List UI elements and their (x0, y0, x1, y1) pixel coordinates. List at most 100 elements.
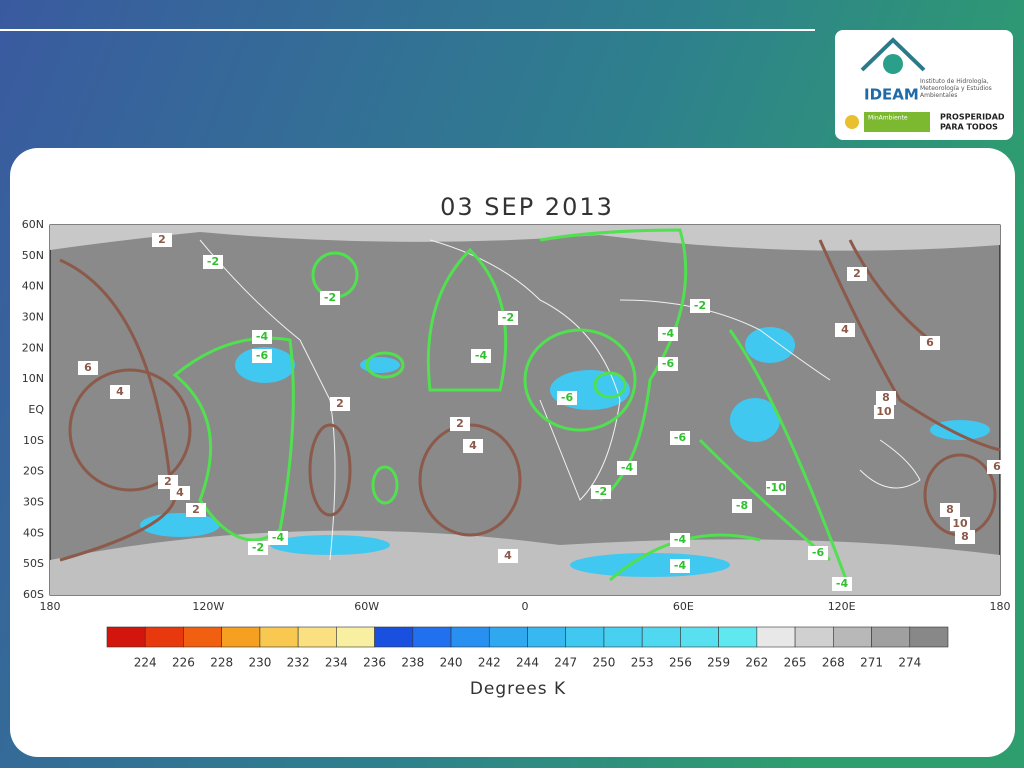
colorbar-box (718, 626, 758, 648)
contour-label-box (658, 357, 678, 371)
contour-label: 8 (882, 391, 890, 404)
colorbar-box (374, 626, 414, 648)
contour-label-box (158, 475, 178, 489)
contour-label-box (330, 397, 350, 411)
contour-label-box (557, 391, 577, 405)
contour-label-box (170, 486, 190, 500)
logo: IDEAM Instituto de Hidrología, Meteorolo… (835, 30, 1013, 140)
lat-label: 30S (23, 496, 44, 509)
contour-label: -2 (595, 485, 607, 498)
contour-label-box (847, 267, 867, 281)
colorbar-label: 228 (210, 656, 233, 670)
colorbar-box (259, 626, 299, 648)
contour-label: 6 (926, 336, 934, 349)
colorbar-box (488, 626, 528, 648)
lon-label: 60E (673, 600, 694, 613)
contour-label-box (252, 330, 272, 344)
contour-label: 2 (853, 267, 861, 280)
contour-label: 4 (116, 385, 124, 398)
contour-label: 6 (84, 361, 92, 374)
colorbar-label: 234 (325, 656, 348, 670)
contour-label-box (617, 461, 637, 475)
lon-label: 180 (990, 600, 1011, 613)
logo-ministry-box (864, 112, 930, 132)
colorbar-box (871, 626, 911, 648)
contour-label: -6 (256, 349, 269, 362)
contour-label-box (268, 531, 288, 545)
lon-label: 0 (522, 600, 529, 613)
contour-label-box (450, 417, 470, 431)
lat-label: 40N (22, 280, 44, 293)
contour-label-box (252, 349, 272, 363)
contour-labels: -2-2-4-6-2-4-4-6-2-6-6-4-2 -10-8-4-4-6-4-… (78, 233, 1007, 591)
colorbar-label: 262 (745, 656, 768, 670)
colorbar-box (450, 626, 490, 648)
contour-label: -6 (561, 391, 574, 404)
contour-label-box (670, 431, 690, 445)
coastlines (199, 239, 921, 561)
contour-label: -6 (812, 546, 825, 559)
contour-label-box (920, 336, 940, 350)
colorbar-label: 244 (516, 656, 539, 670)
lat-label: 20N (22, 341, 44, 354)
colorbar-box (756, 626, 796, 648)
logo-slogan: PARA TODOS (940, 123, 998, 132)
logo-sub-box: Instituto de Hidrología, Meteorología y … (920, 78, 992, 99)
contour-label-box (498, 311, 518, 325)
contour-label-box (320, 291, 340, 305)
colorbar-label: 236 (363, 656, 386, 670)
lat-label: 10S (23, 434, 44, 447)
logo-subtitle: Instituto de Hidrología, Meteorología y … (920, 78, 992, 99)
colorbar-box (183, 626, 222, 648)
logo-roof (860, 37, 926, 72)
contour-label: 2 (158, 233, 166, 246)
colorbar-label: 247 (554, 656, 577, 670)
lat-label: 30N (22, 311, 44, 324)
contours-brown (59, 239, 1001, 562)
contour-label: -2 (502, 311, 514, 324)
colorbar-label: 230 (248, 656, 271, 670)
contour-label: 2 (336, 397, 344, 410)
colorbar-box (527, 626, 567, 648)
contour-label-box (670, 533, 690, 547)
lat-label: 60N (22, 218, 44, 231)
colorbar-label: 274 (898, 656, 921, 670)
colorbar-label: 232 (287, 656, 310, 670)
contour-label: 4 (841, 323, 849, 336)
lon-label: 120W (192, 600, 224, 613)
colorbar-box (833, 626, 872, 648)
colorbar-label: 253 (631, 656, 654, 670)
contour-label: 2 (192, 503, 200, 516)
lat-label: 20S (23, 465, 44, 478)
contour-label: -2 (207, 255, 219, 268)
lat-label: 60S (23, 588, 44, 601)
contour-label-box (874, 405, 894, 419)
contour-label: -4 (674, 559, 687, 572)
contour-label: -4 (674, 533, 687, 546)
logo-slogan: PROSPERIDAD (940, 113, 1005, 122)
contour-label-box (766, 481, 786, 495)
contour-label: 10 (876, 405, 892, 418)
contour-label: 4 (176, 486, 184, 499)
contour-label-box (808, 546, 828, 560)
colorbar-label: 271 (860, 656, 883, 670)
map: -2-2-4-6-2-4-4-6-2-6-6-4-2 -10-8-4-4-6-4-… (49, 224, 1007, 596)
contour-label-box (835, 323, 855, 337)
logo-ministry: MinAmbiente (868, 115, 908, 122)
lat-label: EQ (28, 403, 44, 416)
colorbar-box (641, 626, 681, 648)
colorbar-label: 238 (401, 656, 424, 670)
contour-label: -4 (256, 330, 269, 343)
contour-label: -4 (475, 349, 488, 362)
contour-label: -8 (736, 499, 748, 512)
logo-seal (845, 115, 859, 129)
contour-label-box (876, 391, 896, 405)
colorbar-box (794, 626, 834, 648)
lat-label: 50S (23, 557, 44, 570)
logo-name: IDEAM (864, 86, 919, 104)
contour-label: 2 (456, 417, 464, 430)
lon-label: 180 (40, 600, 61, 613)
colorbar-label: 242 (478, 656, 501, 670)
contour-label-box (832, 577, 852, 591)
lat-label: 10N (22, 372, 44, 385)
